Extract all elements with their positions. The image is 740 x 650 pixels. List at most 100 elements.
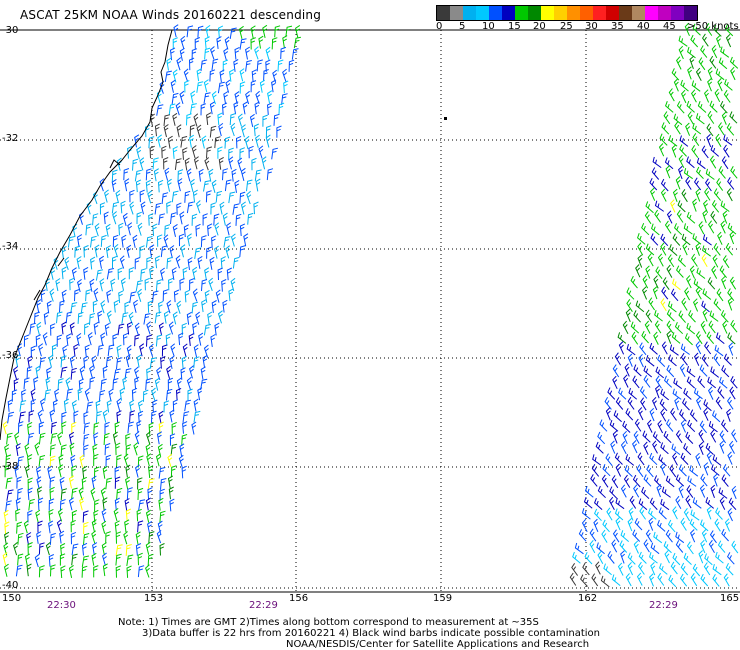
wind-barb [583, 496, 593, 509]
wind-barb [642, 275, 649, 289]
wind-barb [59, 300, 65, 313]
wind-barb [49, 409, 55, 423]
wind-barb [105, 531, 111, 544]
wind-barb [14, 464, 20, 478]
wind-barb [43, 311, 49, 325]
wind-barb [156, 366, 162, 381]
wind-barb [168, 321, 174, 335]
wind-barb [724, 79, 733, 91]
wind-barb [172, 69, 178, 83]
wind-barb [67, 236, 75, 248]
pass-time: 22:29 [649, 600, 678, 611]
wind-barb [122, 332, 129, 346]
wind-barb [620, 530, 630, 542]
wind-barb [137, 552, 143, 566]
wind-barb [254, 169, 262, 181]
wind-barb [714, 344, 724, 357]
wind-barb [210, 46, 215, 60]
wind-barb [179, 277, 185, 291]
wind-barb [675, 495, 682, 509]
wind-barb [49, 444, 56, 457]
note-line: 3)Data buffer is 22 hrs from 20160221 4)… [142, 628, 600, 639]
wind-barb [46, 367, 52, 380]
wind-barb [60, 355, 67, 368]
wind-barb [706, 506, 712, 520]
wind-barb [116, 398, 122, 412]
wind-barb [672, 552, 681, 566]
wind-barb [135, 531, 141, 545]
wind-barb [15, 564, 23, 577]
wind-barb [182, 421, 188, 434]
wind-barb [690, 529, 696, 543]
wind-barb [659, 398, 668, 412]
wind-barb [48, 508, 54, 522]
wind-barb [129, 291, 137, 303]
wind-barb [216, 36, 222, 49]
wind-barb [158, 322, 164, 336]
wind-barb [237, 113, 243, 127]
wind-barb [93, 288, 99, 302]
wind-barb [722, 463, 731, 477]
wind-barb [608, 496, 615, 511]
wind-barb [729, 230, 735, 245]
wind-barb [620, 440, 627, 455]
wind-barb [708, 386, 714, 400]
wind-barb [68, 431, 75, 445]
wind-barb [729, 276, 737, 290]
wind-barb [69, 277, 75, 291]
wind-barb [690, 509, 700, 521]
wind-barb [725, 33, 732, 48]
wind-barb [37, 520, 43, 533]
wind-barb [234, 179, 240, 193]
wind-barb [125, 444, 132, 457]
wind-barb [83, 422, 91, 435]
wind-barb [125, 508, 132, 522]
wind-barb [34, 553, 40, 568]
wind-barb [626, 287, 635, 300]
wind-barb [121, 312, 129, 324]
wind-barb [215, 289, 221, 303]
wind-barb [693, 278, 703, 291]
wind-barb [79, 454, 85, 468]
wind-barb [685, 431, 694, 444]
wind-barb [226, 222, 232, 236]
wind-barb [211, 58, 219, 71]
wind-barb [727, 507, 733, 522]
wind-barb [229, 27, 237, 39]
wind-barb [126, 244, 132, 258]
wind-barb [686, 156, 695, 169]
wind-barb [654, 475, 662, 488]
wind-barb [156, 104, 164, 116]
wind-barb [149, 266, 155, 280]
wind-barb [175, 387, 182, 401]
wind-barb [655, 385, 660, 399]
wind-barb [665, 475, 675, 488]
wind-barb [715, 68, 725, 81]
wind-barb [192, 189, 198, 203]
wind-barb [659, 563, 668, 575]
wind-barb [105, 355, 113, 368]
wind-barb [690, 34, 699, 48]
wind-barb [106, 399, 112, 413]
wind-barb [159, 488, 165, 501]
wind-barb [166, 300, 172, 314]
wind-barb [70, 531, 77, 545]
wind-barb [95, 269, 104, 281]
wind-barb [184, 157, 190, 171]
wind-barb [112, 333, 118, 347]
wind-barb [228, 147, 234, 160]
wind-barb [692, 563, 701, 577]
wind-barb [191, 213, 198, 226]
wind-barb [727, 451, 733, 465]
wind-barb [649, 573, 655, 587]
wind-barb [71, 267, 77, 281]
wind-barb [639, 386, 648, 399]
wind-barb [702, 234, 712, 246]
wind-barb [600, 575, 610, 588]
wind-barb [110, 278, 116, 292]
wind-barb [49, 532, 56, 545]
wind-barb [625, 308, 631, 322]
wind-barb [682, 242, 688, 256]
wind-barb [189, 124, 196, 137]
wind-barb [707, 67, 713, 81]
